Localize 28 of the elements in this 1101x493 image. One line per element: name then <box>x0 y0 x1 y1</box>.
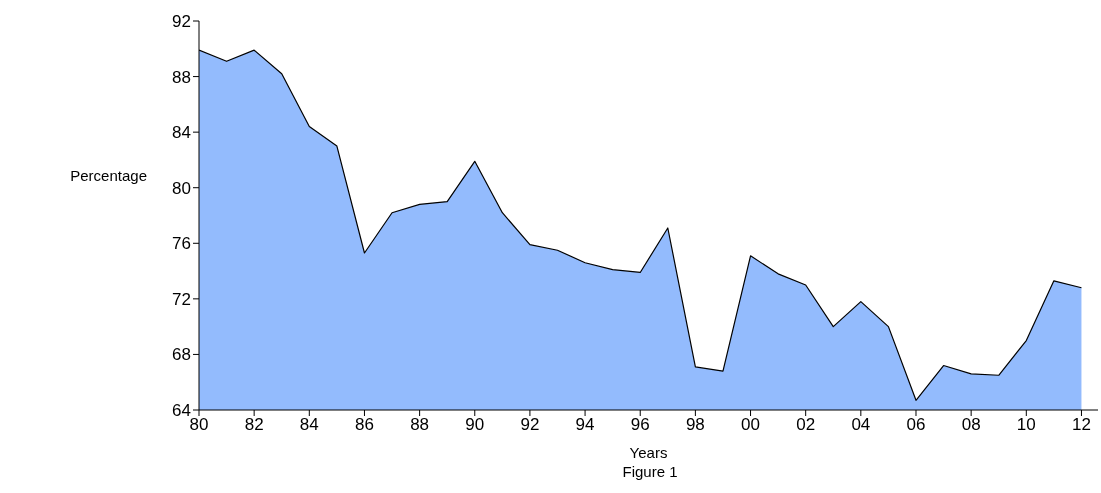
x-axis-title: Years <box>629 444 668 461</box>
y-axis-title: Percentage <box>70 166 147 184</box>
y-tick-label: 64 <box>172 401 191 421</box>
y-tick-label: 72 <box>172 289 191 309</box>
x-tick-label: 86 <box>355 415 374 435</box>
y-tick-label: 88 <box>172 67 191 87</box>
x-tick-label: 94 <box>575 415 595 435</box>
y-tick-label: 92 <box>172 12 191 32</box>
x-tick-label: 04 <box>851 415 871 435</box>
x-tick-label: 96 <box>630 415 650 435</box>
x-tick-label: 12 <box>1071 415 1091 435</box>
y-tick-label: 80 <box>172 178 191 198</box>
caption: Figure 1 <box>621 463 679 480</box>
x-tick-label: 80 <box>189 415 209 435</box>
x-tick-label: 84 <box>299 415 319 435</box>
y-tick-label: 68 <box>172 345 191 365</box>
x-tick-label: 08 <box>961 415 981 435</box>
x-tick-label: 82 <box>244 415 264 435</box>
x-tick-label: 90 <box>465 415 485 435</box>
x-tick-label: 88 <box>410 415 430 435</box>
x-tick-label: 00 <box>741 415 760 435</box>
x-tick-label: 92 <box>520 415 540 435</box>
x-tick-label: 98 <box>685 415 705 435</box>
y-tick-label: 84 <box>172 123 191 143</box>
x-tick-label: 10 <box>1016 415 1036 435</box>
x-tick-label: 06 <box>906 415 926 435</box>
x-tick-label: 02 <box>796 415 816 435</box>
y-tick-label: 76 <box>172 234 191 254</box>
